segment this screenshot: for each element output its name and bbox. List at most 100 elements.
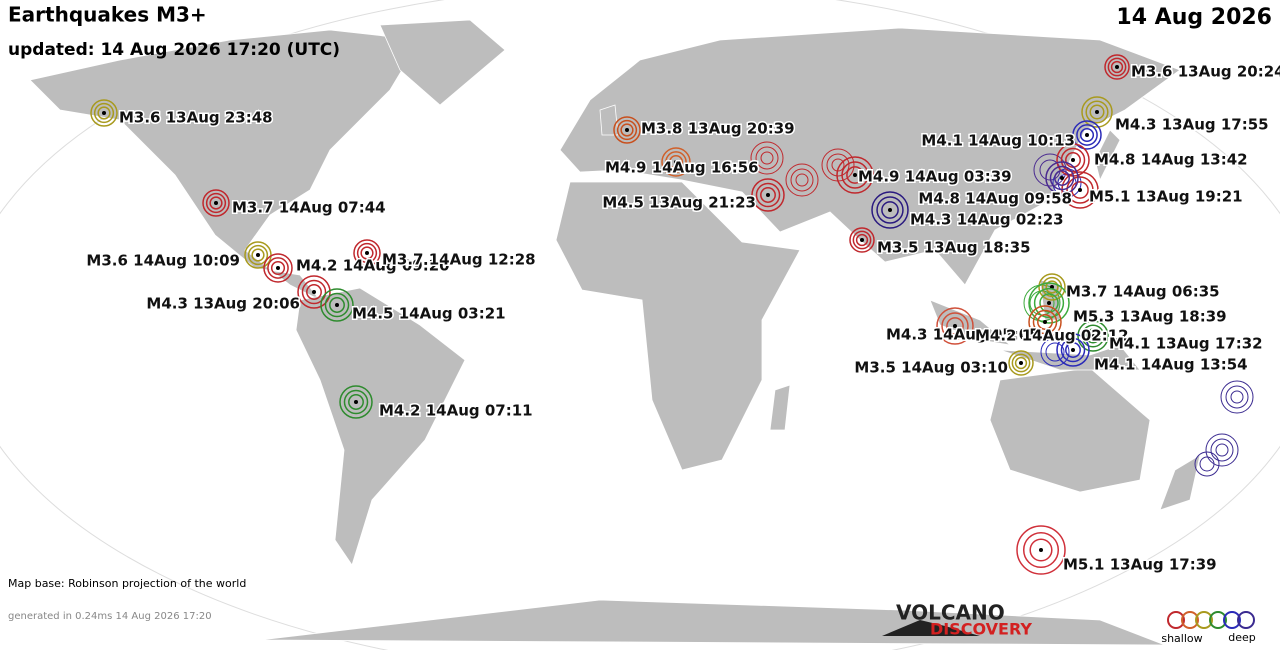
quake-ring [665,151,687,173]
quake-label: M4.3 13Aug 17:55 [1115,116,1269,134]
quake-ring [1072,120,1102,150]
quake-ring [324,292,350,318]
quake-ring [1089,104,1105,120]
quake-marker [90,99,118,127]
quake-ring [936,307,974,345]
quake-marker [1077,320,1109,352]
quake-ring [202,189,230,217]
quake-label: M3.7 14Aug 12:28 [382,251,536,269]
quake-label: M5.1 13Aug 19:21 [1089,188,1243,206]
quake-ring [1054,170,1070,186]
quake-ring [661,147,691,177]
quake-ring [251,248,265,262]
quake-ring [1028,305,1062,339]
quake-ring [668,154,684,170]
quake-marker [871,191,909,229]
quake-ring [329,297,345,313]
quake-dot [1071,348,1075,352]
quake-marker [1056,333,1090,367]
quake-ring [356,242,378,264]
quake-label: M4.3 14Aug 02:23 [910,211,1064,229]
quake-ring [946,317,964,335]
quake-label: M4.9 14Aug 16:56 [605,159,759,177]
quake-ring [1060,147,1086,173]
quake-dot [860,238,864,242]
quake-marker [1072,120,1102,150]
quake-label: M3.8 13Aug 20:39 [641,120,795,138]
quake-ring [90,99,118,127]
quake-ring [1016,525,1066,575]
legend-shallow: shallow [1161,632,1202,645]
title: Earthquakes M3+ [8,3,207,27]
quake-ring [263,253,293,283]
quake-ring [1079,127,1095,143]
quake-label: M5.1 13Aug 17:39 [1063,556,1217,574]
quake-ring [209,196,223,210]
quake-ring [876,196,904,224]
quake-ring [1110,60,1124,74]
quake-ring [751,178,785,212]
quake-ring [205,192,227,214]
quake-ring [841,161,869,189]
quake-marker [1016,525,1066,575]
quake-ring [270,260,286,276]
quake-dot [625,128,629,132]
quake-label: M3.6 13Aug 20:24 [1131,63,1280,81]
quake-marker [836,156,874,194]
quake-ring [97,106,111,120]
quake-ring [1104,54,1130,80]
quake-dot [853,173,857,177]
quake-label: M4.2 14Aug 02:12 [975,327,1129,345]
quake-ring [1085,100,1109,124]
generated: generated in 0.24ms 14 Aug 2026 17:20 [8,611,212,622]
quake-ring [1049,165,1075,191]
quake-ring [1085,328,1101,344]
quake-ring [1081,324,1105,348]
quake-ring [613,116,641,144]
quake-ring [1029,538,1053,562]
quake-ring [1065,342,1081,358]
legend-deep: deep [1228,631,1256,644]
quake-label: M3.6 14Aug 10:09 [86,252,240,270]
updated: updated: 14 Aug 2026 17:20 (UTC) [8,40,340,60]
quake-marker [661,147,691,177]
quake-label: M4.3 13Aug 20:06 [146,295,300,313]
quake-ring [297,275,331,309]
quake-ring [1107,57,1127,77]
quake-ring [836,156,874,194]
quake-ring [267,257,289,279]
quake-dot [1091,334,1095,338]
quake-dot [674,160,678,164]
quake-ring [941,312,969,340]
quake-marker [202,189,230,217]
quake-ring [871,191,909,229]
logo-line1: VOLCANO [896,601,1005,625]
quake-ring [93,102,115,124]
quake-label: M4.5 13Aug 21:23 [602,194,756,212]
quake-dot [365,251,369,255]
quake-ring [620,123,634,137]
quake-ring [1028,282,1070,324]
quake-ring [760,187,776,203]
quake-label: M3.5 14Aug 03:10 [854,359,1008,377]
quake-dot [102,111,106,115]
quake-marker [613,116,641,144]
quake-dot [1071,158,1075,162]
quake-ring [1045,280,1059,294]
quake-dot [354,400,358,404]
quake-dot [256,253,260,257]
quake-ring [1056,333,1090,367]
quake-dot [1039,548,1043,552]
quake-marker [320,288,354,322]
quake-marker [1008,350,1034,376]
quake-ring [1081,96,1113,128]
quake-ring [244,241,272,269]
quake-ring [339,385,373,419]
quake-dot [1095,110,1099,114]
quake-ring [1038,273,1066,301]
quake-label: M4.2 14Aug 07:11 [379,402,533,420]
quake-marker [1081,96,1113,128]
quake-dot [1047,301,1051,305]
quake-ring [1011,353,1031,373]
